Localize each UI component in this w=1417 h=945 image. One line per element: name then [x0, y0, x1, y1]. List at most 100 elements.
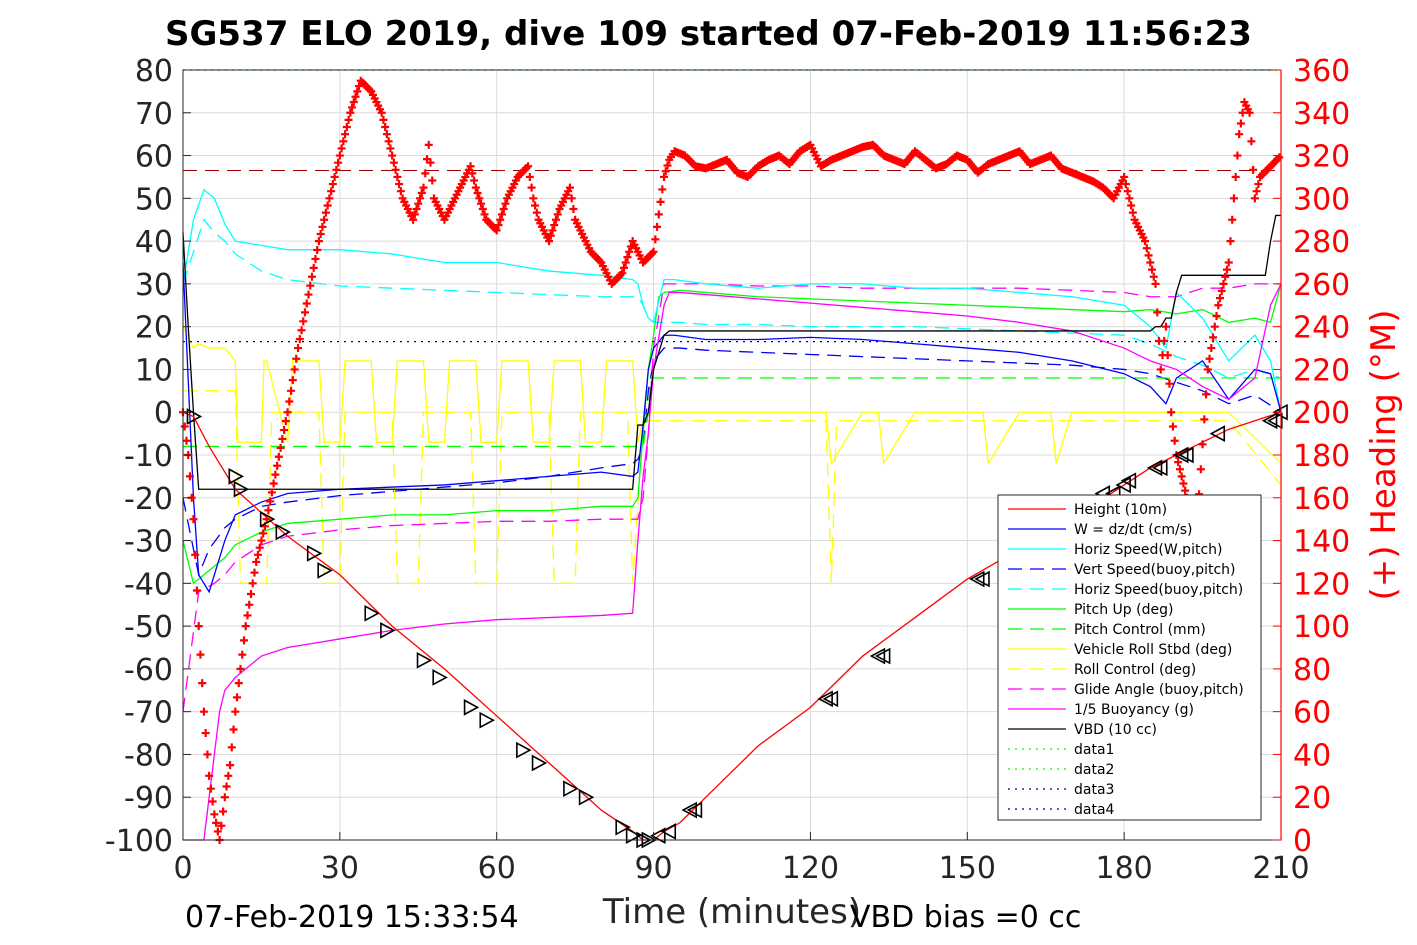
heading-marker — [384, 137, 393, 146]
heading-marker — [252, 557, 261, 566]
heading-marker — [245, 600, 254, 609]
heading-marker — [233, 693, 242, 702]
heading-marker — [389, 158, 398, 167]
y2-tick-label: 60 — [1293, 696, 1331, 731]
heading-marker — [1161, 322, 1170, 331]
heading-marker — [299, 317, 308, 326]
heading-marker — [1245, 108, 1254, 117]
heading-marker — [1163, 351, 1172, 360]
series-line-w-dz-dt-cm-s- — [182, 262, 1282, 594]
legend-label: data4 — [1074, 802, 1115, 818]
heading-marker — [1207, 344, 1216, 353]
descent-marker — [531, 754, 548, 772]
heading-marker — [382, 130, 391, 139]
heading-marker — [224, 771, 233, 780]
heading-marker — [290, 365, 299, 374]
y-tick-label: -60 — [124, 653, 173, 688]
heading-marker — [1125, 194, 1134, 203]
heading-marker — [348, 103, 357, 112]
descent-marker — [364, 604, 380, 622]
heading-marker — [1167, 408, 1176, 417]
heading-marker — [1219, 279, 1228, 288]
heading-marker — [280, 426, 289, 435]
y2-tick-label: 0 — [1293, 824, 1312, 859]
heading-marker — [271, 470, 280, 479]
y-tick-label: 20 — [135, 311, 173, 346]
heading-marker — [421, 169, 430, 178]
heading-marker — [351, 92, 360, 101]
heading-marker — [330, 172, 339, 181]
footer-vbd-bias: VBD bias =0 cc — [850, 900, 1082, 935]
heading-marker — [475, 194, 484, 203]
heading-marker — [1153, 308, 1162, 317]
heading-marker — [1144, 251, 1153, 260]
heading-marker — [386, 144, 395, 153]
heading-marker — [414, 199, 423, 208]
x-tick-label: 60 — [478, 851, 516, 886]
footer-timestamp: 07-Feb-2019 15:33:54 — [185, 900, 519, 935]
ascent-marker — [1261, 412, 1278, 430]
series-line-vehicle-roll-stbd-deg- — [182, 326, 1282, 466]
heading-marker — [1229, 194, 1238, 203]
heading-marker — [309, 263, 318, 272]
descent-marker — [275, 523, 292, 541]
legend-label: Vert Speed(buoy,pitch) — [1074, 562, 1236, 578]
heading-marker — [1235, 130, 1244, 139]
heading-marker — [649, 247, 658, 256]
heading-marker — [297, 326, 306, 335]
heading-marker — [203, 750, 212, 759]
y-tick-label: -90 — [124, 781, 173, 816]
heading-marker — [1160, 336, 1169, 345]
heading-marker — [393, 172, 402, 181]
heading-marker — [250, 568, 259, 577]
legend-label: Height (10m) — [1074, 502, 1167, 518]
heading-marker — [1249, 165, 1258, 174]
heading-marker — [497, 210, 506, 219]
heading-marker — [1175, 465, 1184, 474]
heading-marker — [395, 180, 404, 189]
heading-marker — [278, 434, 287, 443]
y-tick-label: 0 — [154, 396, 173, 431]
ascent-marker — [1152, 459, 1168, 477]
heading-marker — [621, 258, 630, 267]
heading-marker — [1250, 194, 1259, 203]
heading-marker — [353, 87, 362, 96]
heading-marker — [527, 183, 536, 192]
legend-label: data3 — [1074, 782, 1114, 798]
heading-marker — [1217, 287, 1226, 296]
heading-marker — [477, 199, 486, 208]
y2-tick-label: 320 — [1293, 140, 1350, 175]
heading-marker — [259, 529, 268, 538]
heading-marker — [292, 354, 301, 363]
descent-marker — [625, 827, 642, 845]
y2-tick-label: 260 — [1293, 268, 1350, 303]
heading-marker — [332, 165, 341, 174]
heading-marker — [182, 436, 191, 445]
y2-tick-label: 200 — [1293, 396, 1350, 431]
heading-marker — [328, 180, 337, 189]
series-line-pitch-up-deg- — [182, 283, 1282, 585]
heading-marker — [1224, 258, 1233, 267]
ascent-marker — [974, 570, 990, 588]
y2-tick-label: 140 — [1293, 525, 1350, 560]
heading-marker — [565, 183, 574, 192]
ascent-marker — [660, 823, 677, 840]
heading-marker — [253, 550, 262, 559]
heading-marker — [379, 115, 388, 124]
heading-marker — [313, 246, 322, 255]
heading-marker — [344, 115, 353, 124]
descent-marker — [578, 788, 595, 806]
heading-marker — [653, 222, 662, 231]
y-tick-label: 50 — [135, 182, 173, 217]
heading-marker — [471, 183, 480, 192]
y2-tick-label: 340 — [1293, 97, 1350, 132]
heading-marker — [1205, 354, 1214, 363]
heading-marker — [273, 461, 282, 470]
legend-label: Glide Angle (buoy,pitch) — [1074, 682, 1244, 698]
x-tick-label: 120 — [782, 851, 839, 886]
heading-marker — [294, 344, 303, 353]
heading-marker — [409, 215, 418, 224]
descent-marker — [317, 562, 333, 579]
heading-marker — [1170, 436, 1179, 445]
